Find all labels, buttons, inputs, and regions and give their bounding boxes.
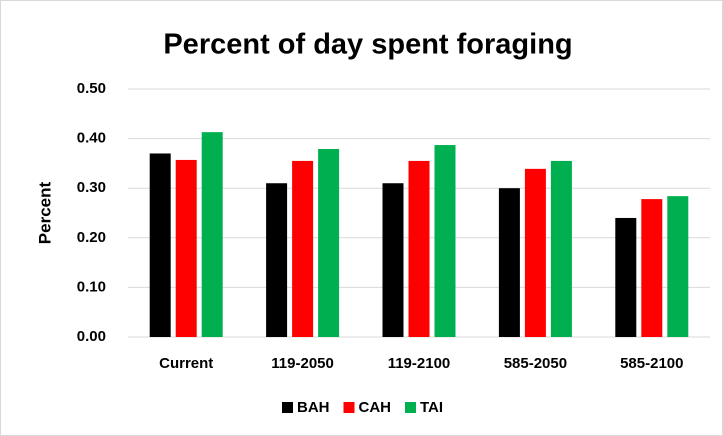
bar xyxy=(382,183,404,337)
bar xyxy=(524,168,546,337)
y-tick-label: 0.20 xyxy=(77,229,106,246)
legend-label: TAI xyxy=(420,399,443,416)
x-tick-label: 119-2050 xyxy=(271,355,334,372)
y-tick-label: 0.30 xyxy=(77,179,106,196)
x-tick-label: 585-2050 xyxy=(504,355,567,372)
bar xyxy=(615,217,637,337)
legend-swatch xyxy=(405,402,416,413)
y-tick-label: 0.00 xyxy=(77,328,106,345)
x-tick-label: 585-2100 xyxy=(620,355,683,372)
bar xyxy=(434,145,456,337)
bar xyxy=(318,149,340,337)
bar xyxy=(550,160,572,337)
bar xyxy=(201,132,223,337)
legend-label: BAH xyxy=(297,399,330,416)
legend-swatch xyxy=(282,402,293,413)
bar xyxy=(266,183,288,337)
bar xyxy=(292,160,314,337)
bar xyxy=(667,196,689,337)
x-tick-label: 119-2100 xyxy=(388,355,451,372)
y-tick-label: 0.50 xyxy=(77,80,106,97)
legend-swatch xyxy=(343,402,355,413)
y-tick-label: 0.40 xyxy=(77,130,106,147)
bar xyxy=(498,188,520,337)
bar xyxy=(175,159,197,337)
legend-label: CAH xyxy=(359,399,392,416)
bar xyxy=(149,153,171,337)
bar xyxy=(641,199,663,337)
x-tick-label: Current xyxy=(159,355,213,372)
y-tick-label: 0.10 xyxy=(77,278,106,295)
chart-title: Percent of day spent foraging xyxy=(163,29,572,61)
bar xyxy=(408,160,430,337)
y-axis-label: Percent xyxy=(35,181,54,244)
